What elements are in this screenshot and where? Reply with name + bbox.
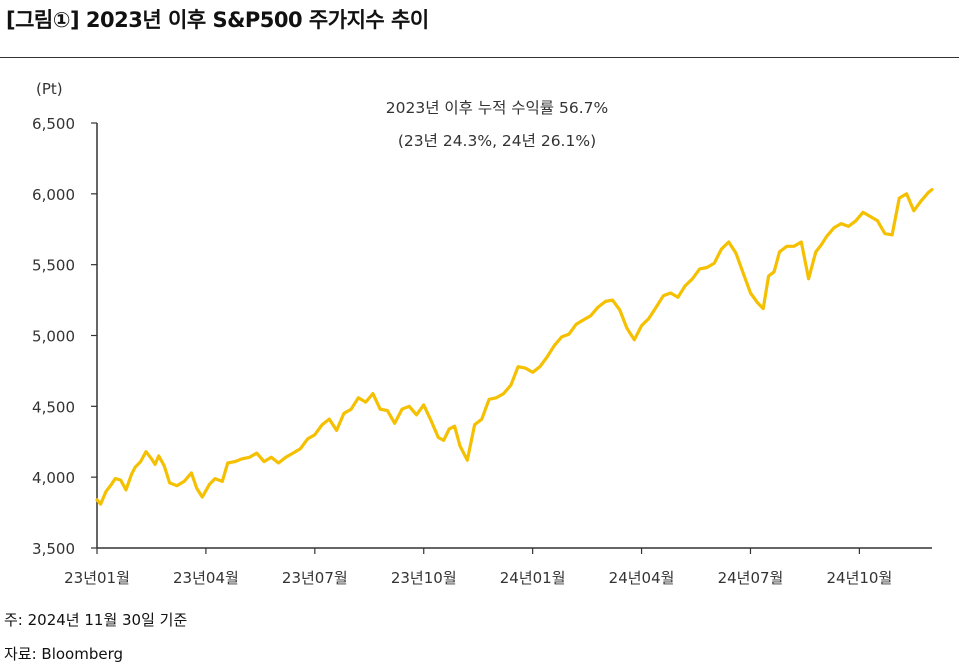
x-tick-label: 23년01월 bbox=[64, 569, 130, 587]
x-tick-label: 24년10월 bbox=[827, 569, 893, 587]
y-tick-label: 5,000 bbox=[32, 328, 75, 346]
figure-title: [그림①] 2023년 이후 S&P500 주가지수 추이 bbox=[6, 8, 429, 32]
title-rule bbox=[0, 57, 959, 58]
footnote-date: 주: 2024년 11월 30일 기준 bbox=[4, 611, 188, 629]
x-tick-label: 23년04월 bbox=[173, 569, 239, 587]
chart-axes bbox=[96, 123, 932, 549]
x-tick-label: 23년10월 bbox=[391, 569, 457, 587]
sp500-series-line bbox=[95, 188, 934, 506]
x-tick-label: 24년07월 bbox=[718, 569, 784, 587]
y-tick-label: 6,500 bbox=[32, 115, 75, 133]
footnote-source: 자료: Bloomberg bbox=[4, 645, 124, 663]
y-axis-ticks: 3,500 4,000 4,500 5,000 5,500 6,000 6,500 bbox=[32, 115, 97, 558]
x-tick-label: 24년01월 bbox=[500, 569, 566, 587]
y-tick-label: 4,500 bbox=[32, 398, 75, 416]
x-tick-label: 24년04월 bbox=[609, 569, 675, 587]
y-axis-unit-label: (Pt) bbox=[36, 80, 63, 98]
annotation-line-2: (23년 24.3%, 24년 26.1%) bbox=[398, 132, 596, 150]
x-tick-label: 23년07월 bbox=[282, 569, 348, 587]
y-tick-label: 4,000 bbox=[32, 469, 75, 487]
y-tick-label: 6,000 bbox=[32, 186, 75, 204]
y-tick-label: 5,500 bbox=[32, 257, 75, 275]
sp500-line-chart: 3,500 4,000 4,500 5,000 5,500 6,000 6,500 23년0… bbox=[32, 80, 934, 587]
y-tick-label: 3,500 bbox=[32, 540, 75, 558]
annotation-line-1: 2023년 이후 누적 수익률 56.7% bbox=[386, 99, 608, 117]
x-axis-ticks: 23년01월 23년04월 23년07월 23년10월 24년01월 24년04월 24년0… bbox=[64, 548, 892, 587]
